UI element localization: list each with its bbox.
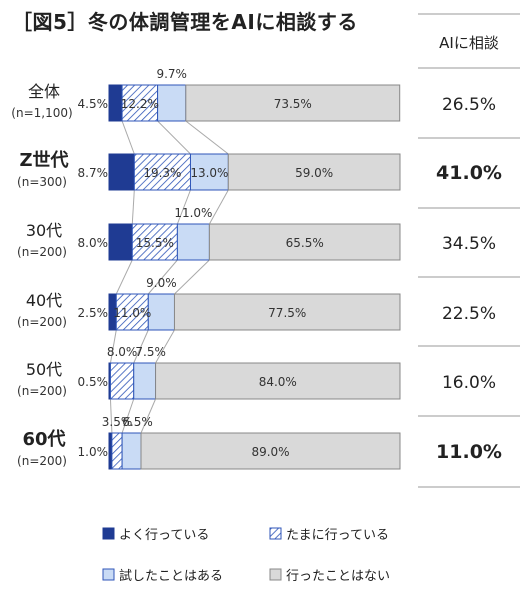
bar-segment xyxy=(108,223,133,261)
data-label: 8.7% xyxy=(78,166,109,180)
bar-segment xyxy=(189,153,229,191)
legend-swatch xyxy=(269,568,282,581)
connector-line xyxy=(121,120,135,155)
category-label: 50代 xyxy=(26,360,62,379)
data-label: 1.0% xyxy=(78,445,109,459)
data-label: 3.5% xyxy=(102,415,133,429)
bar-segment xyxy=(121,432,142,470)
bar-segment xyxy=(155,362,401,400)
bar-segment xyxy=(147,293,175,331)
data-label: 9.0% xyxy=(146,276,177,290)
data-label: 77.5% xyxy=(268,306,306,320)
connector-line xyxy=(174,259,210,295)
bar-segment xyxy=(157,84,187,122)
data-label: 73.5% xyxy=(274,97,312,111)
ai-consult-value: 11.0% xyxy=(436,441,502,463)
connector-line xyxy=(133,329,149,364)
bar-segment xyxy=(133,362,157,400)
category-label: 60代 xyxy=(22,429,65,450)
data-label: 59.0% xyxy=(295,166,333,180)
ai-consult-value: 26.5% xyxy=(442,95,496,115)
data-label: 7.5% xyxy=(135,345,166,359)
legend-swatch xyxy=(102,568,115,581)
connector-line xyxy=(157,120,191,155)
ai-consult-header: AIに相談 xyxy=(439,34,499,52)
bar-segment xyxy=(131,223,178,261)
bar-segment xyxy=(109,362,135,400)
ai-consult-value: 34.5% xyxy=(442,234,496,254)
data-label: 2.5% xyxy=(78,306,109,320)
category-label: Z世代 xyxy=(19,150,68,171)
category-label: 全体 xyxy=(28,82,60,101)
data-label: 12.2% xyxy=(121,97,159,111)
data-label: 11.0% xyxy=(174,206,212,220)
chart-title: ［図5］冬の体調管理をAIに相談する xyxy=(12,10,358,34)
bar-segment xyxy=(111,432,123,470)
category-label: 40代 xyxy=(26,291,62,310)
legend-label: たまに行っている xyxy=(286,528,389,543)
data-label: 65.5% xyxy=(286,236,324,250)
ai-consult-value: 22.5% xyxy=(442,304,496,324)
data-label: 19.3% xyxy=(143,166,181,180)
category-label: 30代 xyxy=(26,221,62,240)
data-label: 8.0% xyxy=(107,345,138,359)
connector-line xyxy=(147,259,178,295)
connector-line xyxy=(185,120,229,155)
category-sample-size: (n=200) xyxy=(17,384,67,398)
category-sample-size: (n=300) xyxy=(17,175,67,189)
bar-segment xyxy=(115,293,149,331)
data-label: 4.5% xyxy=(78,97,109,111)
data-label: 8.0% xyxy=(78,236,109,250)
connector-line xyxy=(109,329,117,364)
connector-line xyxy=(131,189,135,225)
connector-line xyxy=(109,398,113,434)
data-label: 89.0% xyxy=(251,445,289,459)
connector-line xyxy=(121,398,135,434)
category-sample-size: (n=200) xyxy=(17,245,67,259)
category-sample-size: (n=200) xyxy=(17,315,67,329)
legend-label: よく行っている xyxy=(119,528,209,543)
data-label: 84.0% xyxy=(259,375,297,389)
bar-segment xyxy=(121,84,159,122)
legend-swatch xyxy=(102,527,115,540)
bar-segment xyxy=(176,223,210,261)
data-label: 9.7% xyxy=(156,67,187,81)
bar-segment xyxy=(140,432,401,470)
connector-line xyxy=(155,329,175,364)
connector-line xyxy=(208,189,229,225)
bar-segment xyxy=(185,84,401,122)
data-label: 13.0% xyxy=(190,166,228,180)
data-label: 0.5% xyxy=(78,375,109,389)
category-sample-size: (n=200) xyxy=(17,454,67,468)
bar-segment xyxy=(133,153,191,191)
legend-swatch xyxy=(269,527,282,540)
ai-consult-value: 41.0% xyxy=(436,162,502,184)
connector-line xyxy=(140,398,157,434)
connector-line xyxy=(176,189,191,225)
legend-label: 試したことはある xyxy=(119,568,223,584)
data-label: 15.5% xyxy=(136,236,174,250)
data-label: 6.5% xyxy=(122,415,153,429)
bar-segment xyxy=(108,153,135,191)
bar-segment xyxy=(227,153,401,191)
category-sample-size: (n=1,100) xyxy=(11,106,72,120)
ai-consult-value: 16.0% xyxy=(442,373,496,393)
connector-line xyxy=(115,259,133,295)
bar-segment xyxy=(208,223,401,261)
legend-label: 行ったことはない xyxy=(286,569,390,584)
bar-segment xyxy=(173,293,401,331)
data-label: 11.0% xyxy=(113,306,151,320)
